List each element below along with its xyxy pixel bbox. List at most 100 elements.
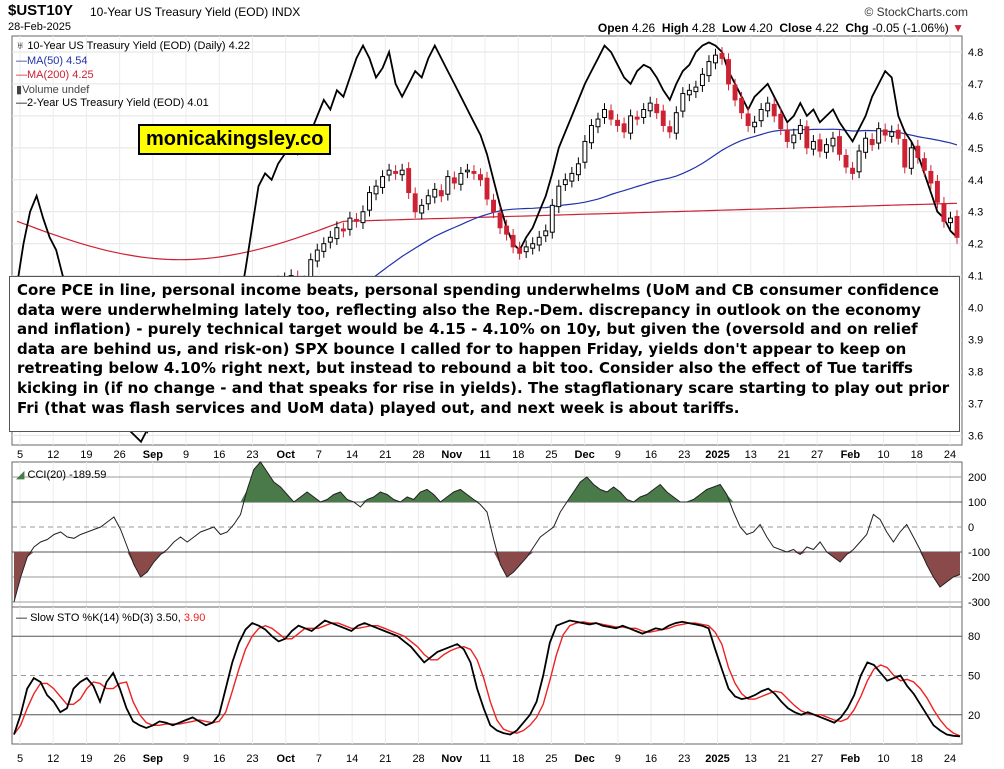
candle-body: [347, 217, 353, 230]
x-tick-label-bottom: Oct: [277, 753, 296, 765]
candle-body: [752, 121, 758, 128]
candle-body: [497, 212, 503, 229]
x-tick-label-bottom: 10: [877, 753, 889, 765]
candle-body: [373, 185, 379, 195]
x-tick-label-bottom: 21: [379, 753, 391, 765]
cci-frame: [11, 461, 963, 608]
candle-body: [406, 168, 412, 194]
candle-body: [797, 124, 803, 134]
ma200-line: [16, 202, 958, 261]
candle-body: [314, 249, 320, 262]
candle-body: [634, 116, 640, 120]
two-year-line-icon: —: [16, 97, 27, 109]
candle-body: [621, 123, 627, 133]
candle-body: [471, 170, 477, 174]
candle-body: [602, 108, 607, 118]
high-value: 4.28: [691, 21, 716, 35]
x-tick-label: 18: [512, 449, 524, 461]
x-tick-label: Dec: [575, 449, 595, 461]
candle-body: [778, 113, 784, 130]
symbol-description: 10-Year US Treasury Yield (EOD) INDX: [90, 5, 300, 19]
candle-body: [608, 110, 614, 120]
candle-body: [843, 155, 849, 168]
x-tick-label-bottom: 28: [412, 753, 424, 765]
legend-ma50: —MA(50) 4.54: [16, 55, 88, 67]
cci-overbought-area: [14, 462, 960, 502]
ma200-line-icon: —: [16, 69, 27, 81]
legend-2y-text: 2-Year US Treasury Yield (EOD) 4.01: [27, 97, 209, 109]
x-tick-label-bottom: Feb: [841, 753, 861, 765]
high-label: High: [661, 21, 689, 35]
x-tick-label-bottom: 18: [911, 753, 923, 765]
description-text: 10-Year US Treasury Yield (EOD): [90, 5, 269, 19]
candle-body: [921, 158, 927, 171]
legend-ma200-text: MA(200) 4.25: [27, 69, 94, 81]
candle-body: [641, 108, 647, 118]
candle-body: [837, 136, 842, 155]
cci-tick-label: -200: [968, 572, 990, 584]
candle-body: [784, 129, 790, 142]
x-tick-label: 24: [944, 449, 956, 461]
exchange-text: INDX: [271, 5, 301, 19]
brand-link[interactable]: © StockCharts.com: [864, 5, 968, 19]
candle-body: [726, 59, 731, 85]
ma50-line-icon: —: [16, 55, 27, 67]
legend-volume-text: Volume undef: [22, 84, 90, 96]
x-tick-label-bottom: 16: [213, 753, 225, 765]
price-tick-label: 4.6: [968, 111, 983, 123]
candle-body: [562, 179, 568, 186]
x-tick-label: 14: [346, 449, 358, 461]
x-tick-label: 5: [17, 449, 23, 461]
x-tick-label: 18: [911, 449, 923, 461]
candle-body: [393, 170, 399, 174]
x-tick-label-bottom: 9: [615, 753, 621, 765]
cci-panel: [11, 461, 963, 608]
candle-body: [882, 129, 888, 136]
candle-body: [327, 236, 333, 243]
x-tick-label: Feb: [841, 449, 861, 461]
x-tick-label: 13: [745, 449, 757, 461]
candle-body: [464, 169, 470, 173]
sto-tick-label: 20: [968, 710, 980, 722]
x-tick-label-bottom: Sep: [143, 753, 163, 765]
price-tick-label: 4.4: [968, 175, 983, 187]
candle-body: [673, 112, 679, 134]
candle-body: [817, 139, 823, 152]
candle-body: [549, 204, 555, 233]
legend-ma200: —MA(200) 4.25: [16, 69, 94, 81]
sto-panel: [11, 606, 963, 745]
candle-body: [484, 177, 490, 200]
candle-body: [895, 129, 901, 139]
x-tick-label-bottom: 21: [778, 753, 790, 765]
candle-body: [478, 174, 483, 181]
chart-date: 28-Feb-2025: [8, 21, 71, 33]
candle-body: [941, 202, 947, 222]
chg-value: -0.05 (-1.06%): [872, 21, 949, 35]
x-tick-label-bottom: 27: [811, 753, 823, 765]
price-tick-label: 4.8: [968, 47, 983, 59]
close-value: 4.22: [815, 21, 839, 35]
candle-body: [908, 147, 914, 169]
candle-body: [667, 126, 673, 133]
x-tick-label: 16: [645, 449, 657, 461]
candle-body: [889, 131, 895, 137]
x-tick-label-bottom: 7: [316, 753, 322, 765]
x-tick-label-bottom: 24: [944, 753, 956, 765]
candle-body: [556, 185, 562, 208]
x-tick-label: 21: [778, 449, 790, 461]
candle-body: [850, 167, 856, 174]
cci-tick-label: 100: [968, 497, 986, 509]
price-tick-label: 3.9: [968, 335, 983, 347]
ohlc-readout: Open 4.26 High 4.28 Low 4.20 Close 4.22 …: [598, 21, 964, 35]
candle-body: [438, 190, 444, 197]
candle-body: [654, 103, 660, 114]
candle-body: [504, 225, 510, 235]
candle-body: [810, 140, 816, 150]
x-tick-label-bottom: 12: [47, 753, 59, 765]
candle-body: [458, 172, 464, 185]
x-tick-label-bottom: 19: [80, 753, 92, 765]
x-tick-label: 7: [316, 449, 322, 461]
x-tick-label: 27: [811, 449, 823, 461]
x-tick-label-bottom: 2025: [705, 753, 729, 765]
candle-body: [739, 97, 745, 114]
